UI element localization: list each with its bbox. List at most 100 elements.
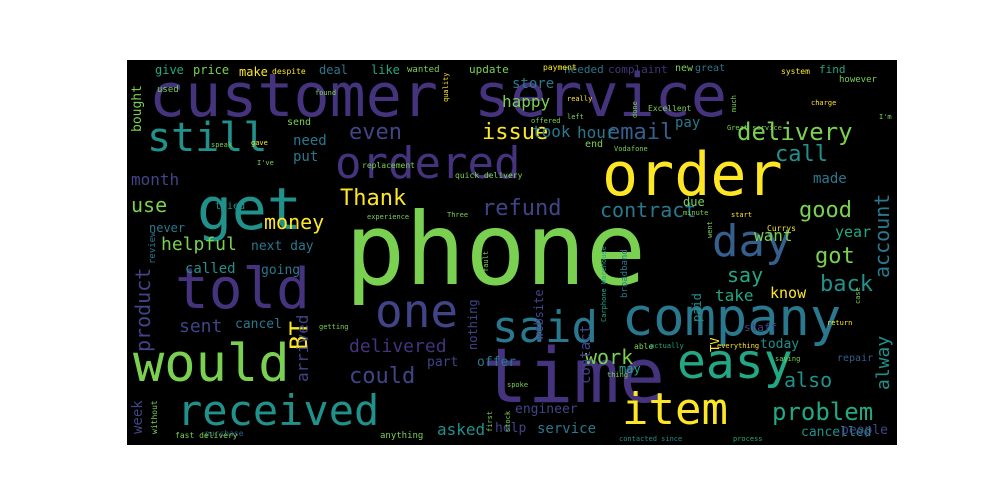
word: service	[537, 421, 597, 437]
word: item	[622, 384, 728, 435]
word: store	[512, 76, 555, 92]
word: nothing	[466, 299, 480, 350]
word: tried	[215, 201, 246, 212]
word: payment	[543, 63, 577, 72]
word: money	[264, 210, 325, 234]
word: update	[469, 63, 509, 76]
word: could	[349, 364, 416, 389]
word: helpful	[161, 234, 237, 255]
word: case	[854, 287, 862, 304]
word: may	[619, 362, 641, 376]
word: contract	[600, 198, 697, 222]
word: system	[781, 67, 810, 76]
word: good	[799, 198, 852, 223]
word: sent	[179, 316, 223, 337]
word: Carphone Warehouse	[600, 246, 608, 322]
word: without	[150, 400, 159, 434]
word: fast delivery	[175, 431, 238, 440]
word: much	[730, 95, 738, 112]
word: quality	[442, 72, 450, 102]
word: new	[675, 63, 694, 74]
word: able	[634, 342, 654, 351]
word: I've	[257, 159, 274, 167]
word: company	[622, 288, 842, 348]
word: problem	[772, 398, 874, 426]
word: saying	[775, 355, 801, 363]
word: got	[815, 244, 855, 269]
word: time	[482, 331, 666, 420]
word: contacted since	[619, 435, 683, 443]
word: left	[567, 113, 584, 121]
word: actually	[650, 342, 684, 350]
word: really	[567, 95, 593, 103]
word: send	[287, 117, 312, 128]
word: website	[532, 289, 546, 340]
word: great	[695, 63, 726, 74]
word: despite	[272, 67, 306, 76]
word: week	[130, 400, 146, 434]
word: day	[712, 216, 792, 267]
word: delivered	[349, 336, 447, 357]
word: arrived	[293, 314, 312, 382]
word: complaint	[608, 63, 668, 76]
word: say	[727, 263, 764, 287]
word: also	[784, 368, 833, 392]
word: month	[131, 170, 180, 189]
word: called	[185, 261, 236, 277]
word: return	[827, 319, 853, 327]
word: today	[760, 337, 800, 352]
word: product	[131, 267, 155, 352]
word: anything	[380, 431, 424, 441]
word: minute	[683, 209, 709, 217]
word: put	[293, 149, 319, 165]
word: alway	[873, 335, 894, 390]
word: Three	[447, 211, 469, 219]
word: cancel	[235, 317, 282, 332]
word: thing	[607, 371, 629, 379]
word: even	[349, 120, 402, 145]
word: asked	[437, 420, 486, 439]
word: would	[133, 334, 290, 394]
word: everything	[717, 342, 760, 350]
word: broadband	[620, 249, 630, 298]
word: cancelled	[801, 425, 872, 440]
word: charge	[811, 99, 837, 107]
word: email	[607, 120, 674, 145]
word: easy	[677, 334, 793, 390]
word: speak	[211, 141, 233, 149]
word: Vodafone	[614, 145, 648, 153]
word: still	[147, 115, 268, 161]
word: order	[602, 140, 783, 210]
word: offered	[531, 117, 561, 125]
word: issue	[482, 120, 549, 145]
word-cloud: customer service phone time order ordere…	[127, 60, 897, 445]
word: done	[631, 101, 639, 118]
word: wanted	[407, 65, 440, 75]
word: back	[820, 272, 873, 297]
word: process	[733, 435, 763, 443]
word: review	[148, 231, 158, 264]
word: offer	[477, 355, 517, 370]
word: getting	[319, 323, 349, 331]
word: made	[813, 171, 847, 187]
word: need	[293, 133, 327, 149]
word: took	[532, 122, 571, 141]
word: Currys	[767, 224, 796, 233]
word: deal	[319, 63, 348, 77]
word: know	[770, 284, 807, 302]
word: want	[754, 226, 793, 245]
word: gave	[251, 139, 268, 147]
word: account	[870, 193, 894, 278]
word: use	[131, 193, 168, 217]
word: engineer	[515, 402, 578, 417]
word: delivery	[737, 118, 853, 146]
word: used	[157, 85, 179, 95]
word: take	[715, 286, 754, 305]
word: experience	[367, 213, 410, 221]
word: refund	[482, 196, 562, 221]
word: first	[486, 410, 494, 432]
word: said	[492, 302, 598, 353]
word: bought	[130, 85, 145, 132]
word: spoke	[507, 381, 529, 389]
word: make	[239, 65, 268, 79]
